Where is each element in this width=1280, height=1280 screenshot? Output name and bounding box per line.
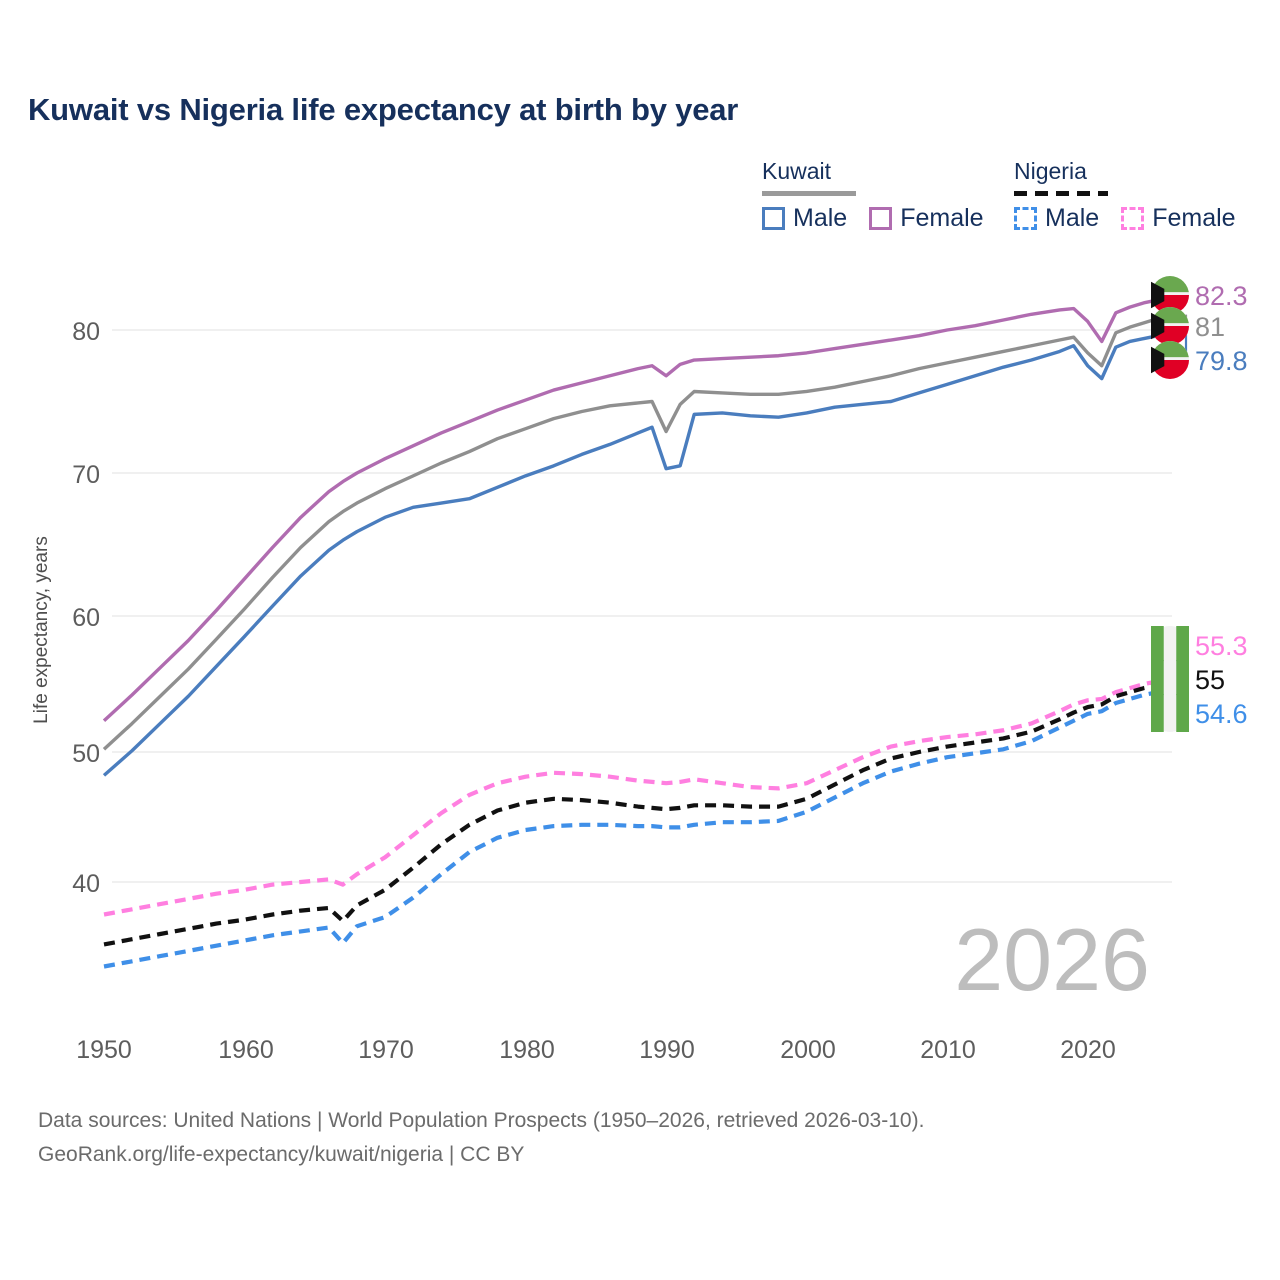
series-line-kuwait-male bbox=[102, 331, 1173, 777]
end-value-nigeria-both: 55 bbox=[1195, 665, 1225, 695]
legend-label-kuwait-female: Female bbox=[900, 204, 984, 232]
series-line-nigeria-male bbox=[103, 687, 1173, 969]
legend-item-kuwait-male[interactable]: Male bbox=[762, 206, 847, 231]
nigeria-flag-icon-nigeria-male bbox=[1151, 694, 1189, 732]
series-line-nigeria-female bbox=[103, 677, 1173, 917]
legend-label-kuwait-male: Male bbox=[793, 204, 848, 232]
end-value-kuwait-male: 79.8 bbox=[1195, 346, 1248, 376]
end-value-kuwait-female: 82.3 bbox=[1195, 281, 1248, 311]
legend-label-nigeria-female: Female bbox=[1152, 204, 1236, 232]
x-tick-2020: 2020 bbox=[1060, 1036, 1116, 1064]
legend-rule-nigeria bbox=[1014, 191, 1108, 196]
legend-group-kuwait: Kuwait Male Female bbox=[762, 160, 984, 231]
chart-legend: Kuwait Male Female Nigeria Male bbox=[762, 160, 1252, 244]
footer-line-2: GeoRank.org/life-expectancy/kuwait/niger… bbox=[38, 1143, 525, 1167]
y-tick-60: 60 bbox=[72, 604, 100, 632]
nigeria-flag-icon-nigeria-both bbox=[1151, 660, 1189, 698]
end-value-nigeria-female: 55.3 bbox=[1195, 631, 1248, 661]
x-tick-1970: 1970 bbox=[358, 1036, 414, 1064]
x-tick-1960: 1960 bbox=[218, 1036, 274, 1064]
y-tick-40: 40 bbox=[72, 870, 100, 898]
y-axis-ticks: 80 70 60 50 40 bbox=[72, 318, 100, 898]
legend-swatch-nigeria-female bbox=[1121, 207, 1145, 230]
series-line-kuwait-female bbox=[102, 295, 1173, 722]
legend-swatch-nigeria-male bbox=[1014, 207, 1037, 230]
y-tick-50: 50 bbox=[72, 740, 100, 768]
legend-swatch-kuwait-female bbox=[869, 207, 893, 230]
y-tick-70: 70 bbox=[72, 461, 100, 489]
x-tick-1990: 1990 bbox=[639, 1036, 695, 1064]
kuwait-flag-icon-kuwait-male bbox=[1151, 341, 1189, 379]
page-title: Kuwait vs Nigeria life expectancy at bir… bbox=[28, 92, 739, 127]
x-tick-2000: 2000 bbox=[780, 1036, 836, 1064]
x-axis-ticks: 1950 1960 1970 1980 1990 2000 2010 2020 bbox=[76, 1036, 1116, 1064]
end-label-layer: 82.381 79.8 55.3 55 54.6 bbox=[1151, 276, 1248, 732]
legend-label-nigeria-male: Male bbox=[1045, 204, 1100, 232]
legend-group-title-kuwait: Kuwait bbox=[762, 158, 832, 184]
end-value-nigeria-male: 54.6 bbox=[1195, 699, 1248, 729]
nigeria-flag-icon-nigeria-female bbox=[1151, 626, 1189, 664]
y-tick-80: 80 bbox=[72, 318, 100, 346]
series-line-nigeria-both bbox=[103, 681, 1173, 947]
y-axis-title: Life expectancy, years bbox=[31, 536, 52, 724]
legend-item-nigeria-female[interactable]: Female bbox=[1121, 204, 1236, 232]
year-watermark: 2026 bbox=[954, 910, 1150, 1009]
end-value-kuwait-both: 81 bbox=[1195, 312, 1225, 342]
series-line-kuwait-both bbox=[102, 314, 1173, 751]
legend-rule-kuwait bbox=[762, 191, 856, 196]
series-layer bbox=[102, 295, 1173, 969]
legend-item-nigeria-male[interactable]: Male bbox=[1014, 206, 1099, 231]
legend-swatch-kuwait-male bbox=[762, 207, 785, 230]
x-tick-2010: 2010 bbox=[920, 1036, 976, 1064]
legend-group-nigeria: Nigeria Male Female bbox=[1014, 160, 1236, 231]
footer-credits: Data sources: United Nations | World Pop… bbox=[38, 1104, 924, 1172]
x-tick-1980: 1980 bbox=[499, 1036, 555, 1064]
footer-line-1: Data sources: United Nations | World Pop… bbox=[38, 1109, 925, 1132]
legend-item-kuwait-female[interactable]: Female bbox=[869, 204, 984, 232]
kuwait-flag-icon-kuwait-both bbox=[1151, 307, 1189, 345]
legend-group-title-nigeria: Nigeria bbox=[1014, 158, 1087, 184]
x-tick-1950: 1950 bbox=[76, 1036, 132, 1064]
